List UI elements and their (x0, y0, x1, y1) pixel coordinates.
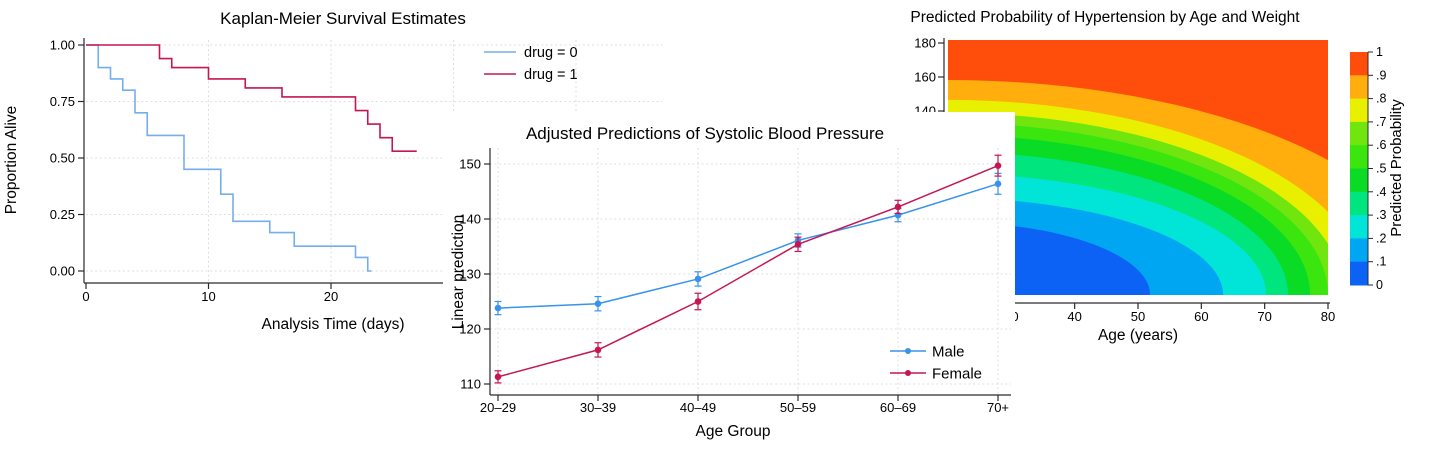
colorbar-segment (1350, 261, 1368, 286)
colorbar-segment (1350, 168, 1368, 193)
colorbar-tick-label: .2 (1376, 231, 1386, 245)
colorbar-segment (1350, 191, 1368, 216)
bp-x-tick-label: 20–29 (480, 400, 516, 415)
km-x-tick-label: 10 (201, 289, 215, 304)
colorbar-tick-label: .5 (1376, 162, 1386, 176)
km-title: Kaplan-Meier Survival Estimates (220, 9, 466, 28)
data-point-marker (594, 346, 602, 354)
colorbar-tick-label: 0 (1376, 278, 1383, 292)
bp-gridlines (490, 148, 1011, 395)
contour-x-tick-label: 40 (1067, 309, 1081, 324)
km-y-tick-label: 0.75 (50, 94, 75, 109)
km-survival-chart: 1.00 0.75 0.50 0.25 0.00 0 10 20 drug = 0 drug = … (0, 0, 690, 355)
data-point-marker (794, 241, 802, 248)
data-point-marker (494, 373, 502, 381)
contour-x-axis-label: Age (years) (1098, 327, 1178, 344)
contour-y-tick-label: 160 (914, 70, 936, 85)
bp-y-tick-label: 120 (459, 322, 481, 337)
bp-legend-label: Female (932, 366, 982, 383)
series-line (497, 183, 999, 309)
km-legend-label: drug = 0 (524, 45, 578, 61)
data-point-marker (894, 203, 902, 211)
colorbar-axis-label: Predicted Probability (1388, 99, 1405, 237)
hypertension-contour-chart: 180160140304050607080Predicted Probabili… (880, 0, 1430, 355)
bp-y-tick-label: 110 (460, 377, 481, 392)
bp-series-male (494, 172, 1002, 316)
colorbar-tick-label: .9 (1376, 68, 1386, 82)
contour-svg: 180160140304050607080Predicted Probabili… (910, 9, 1405, 344)
km-series-1-step-line (86, 44, 417, 153)
bp-title: Adjusted Predictions of Systolic Blood P… (526, 124, 884, 143)
km-y-axis-label: Proportion Alive (3, 106, 20, 215)
colorbar-tick-label: .1 (1376, 255, 1386, 269)
data-point-marker (494, 304, 502, 312)
data-point-marker (694, 275, 702, 283)
contour-y-tick-label: 180 (914, 36, 936, 51)
km-y-tick-label: 1.00 (50, 38, 75, 53)
colorbar-segment (1350, 52, 1368, 76)
contour-x-tick-label: 60 (1194, 309, 1208, 324)
bp-legend-marker (905, 348, 911, 354)
colorbar-segment (1350, 145, 1368, 169)
km-y-tick-label: 0.50 (50, 151, 75, 166)
bp-x-tick-label: 30–39 (580, 400, 616, 415)
contour-x-tick-label: 70 (1257, 309, 1271, 324)
colorbar-segment (1350, 215, 1368, 239)
bp-y-tick-label: 130 (459, 267, 481, 282)
contour-x-tick-label: 50 (1131, 309, 1145, 324)
data-point-marker (994, 162, 1002, 169)
km-x-axis-label: Analysis Time (days) (262, 316, 405, 333)
bp-y-tick-label: 140 (459, 212, 481, 227)
bp-x-tick-label: 50–59 (780, 400, 816, 415)
bp-series-female (494, 154, 1002, 384)
contour-bands (948, 40, 1328, 295)
colorbar-tick-label: .6 (1376, 138, 1386, 152)
colorbar-tick-label: .7 (1376, 115, 1386, 129)
km-svg: 1.00 0.75 0.50 0.25 0.00 0 10 20 drug = 0 drug = … (3, 9, 662, 333)
data-point-marker (694, 298, 702, 305)
colorbar-segment (1350, 121, 1368, 146)
km-x-tick-label: 20 (324, 289, 338, 304)
bp-y-axis-label: Linear prediction (450, 215, 467, 330)
bp-legend-marker (905, 370, 911, 376)
colorbar-tick-label: 1 (1376, 45, 1383, 59)
bp-x-tick-label: 60–69 (880, 400, 916, 415)
colorbar-tick-label: .8 (1376, 92, 1386, 106)
blood-pressure-predictions-panel: 110 120 130 140 150 20–29 30–39 40–49 50–59 60–69… (443, 112, 1015, 475)
colorbar-segment (1350, 238, 1368, 263)
bp-x-tick-label: 40–49 (680, 400, 716, 415)
km-y-tick-label: 0.00 (50, 264, 75, 279)
colorbar-tick-label: .3 (1376, 208, 1386, 222)
km-y-tick-label: 0.25 (50, 207, 75, 222)
data-point-marker (994, 180, 1002, 188)
bp-y-tick-label: 150 (459, 157, 481, 172)
bp-x-axis-label: Age Group (696, 423, 771, 440)
bp-svg: 110 120 130 140 150 20–29 30–39 40–49 50–59 60–69… (450, 124, 1011, 440)
colorbar-segment (1350, 98, 1368, 123)
contour-x-tick-label: 80 (1321, 309, 1335, 324)
bp-x-tick-label: 70+ (987, 400, 1009, 415)
colorbar-segment (1350, 75, 1368, 100)
colorbar-tick-label: .4 (1376, 185, 1386, 199)
bp-legend-label: Male (932, 344, 965, 361)
km-legend-label: drug = 1 (524, 67, 578, 83)
series-line (497, 164, 999, 378)
km-x-tick-label: 0 (82, 289, 89, 304)
km-series-0-step-line (86, 44, 372, 272)
data-point-marker (594, 300, 602, 307)
contour-title: Predicted Probability of Hypertension by… (910, 9, 1300, 26)
colorbar: 1 .9 .8 .7 .6 .5 .4 .3 .2 .1 0 Predicted Probabilit… (1350, 45, 1405, 292)
